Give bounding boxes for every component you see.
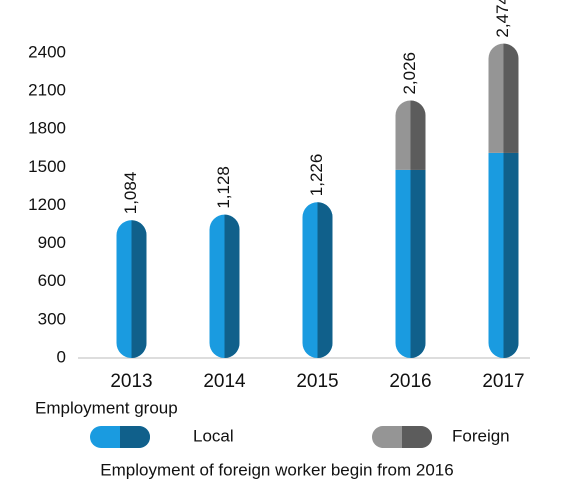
- legend-title: Employment group: [35, 398, 178, 417]
- y-tick-label: 2100: [28, 81, 66, 100]
- y-tick-label: 1500: [28, 157, 66, 176]
- legend-label: Foreign: [452, 426, 510, 445]
- x-tick-label: 2013: [110, 371, 152, 392]
- note: Employment of foreign worker begin from …: [100, 460, 453, 479]
- bar-shade: [410, 100, 426, 170]
- bar-shade: [503, 43, 519, 153]
- y-tick-label: 0: [57, 347, 66, 366]
- y-tick-label: 300: [38, 309, 66, 328]
- x-tick-label: 2014: [203, 371, 246, 392]
- y-tick-label: 600: [38, 271, 66, 290]
- bar-shade: [224, 214, 240, 358]
- y-tick-label: 900: [38, 233, 66, 252]
- x-tick-label: 2017: [482, 371, 524, 392]
- y-tick-label: 2400: [28, 42, 66, 61]
- x-tick-label: 2016: [389, 371, 431, 392]
- legend-shade: [402, 426, 432, 448]
- total-label: 1,084: [121, 172, 140, 215]
- legend-shade: [120, 426, 150, 448]
- total-label: 1,128: [214, 166, 233, 209]
- total-label: 2,026: [400, 52, 419, 95]
- bar-shade: [503, 152, 519, 358]
- legend-label: Local: [193, 426, 234, 445]
- bar-shade: [131, 220, 147, 358]
- y-tick-label: 1800: [28, 119, 66, 138]
- x-tick-label: 2015: [296, 371, 338, 392]
- total-label: 2,474: [493, 0, 512, 38]
- total-label: 1,226: [307, 154, 326, 197]
- y-tick-label: 1200: [28, 195, 66, 214]
- bar-shade: [317, 202, 333, 358]
- bar-shade: [410, 169, 426, 358]
